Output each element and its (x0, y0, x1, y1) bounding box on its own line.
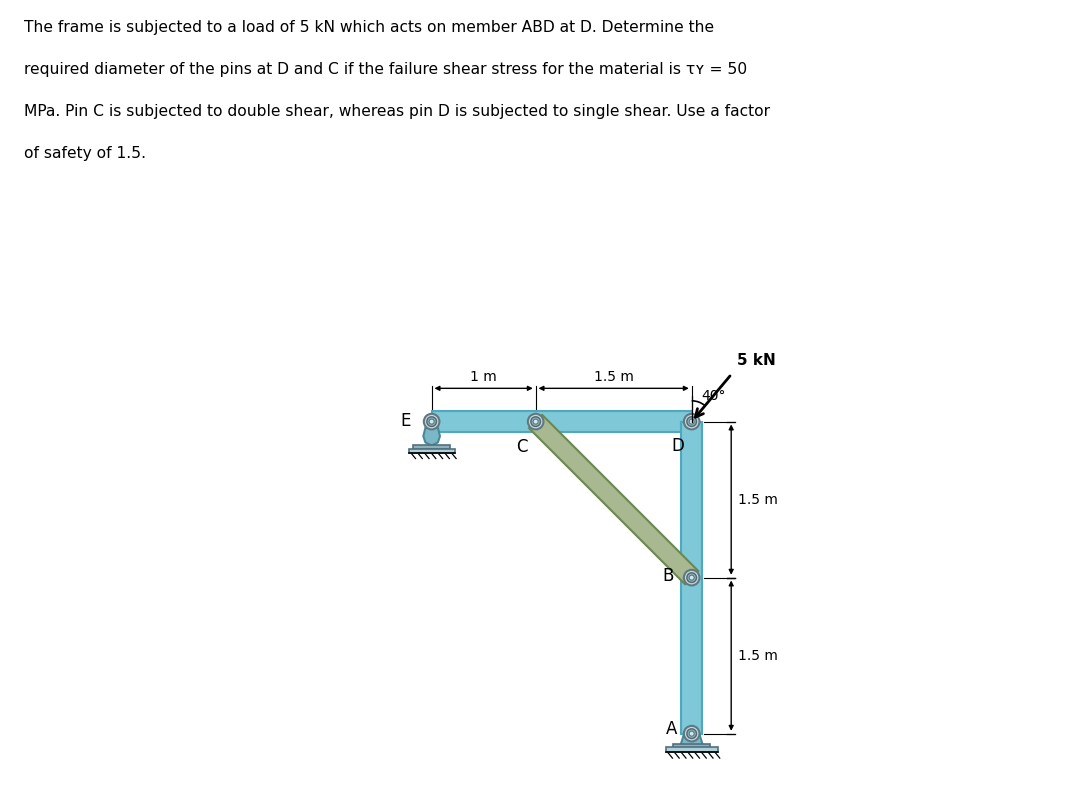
Polygon shape (681, 421, 702, 734)
Text: 5 kN: 5 kN (737, 353, 776, 367)
Text: of safety of 1.5.: of safety of 1.5. (24, 146, 145, 161)
Circle shape (684, 725, 699, 742)
Circle shape (684, 570, 699, 585)
Text: The frame is subjected to a load of 5 kN which acts on member ABD at D. Determin: The frame is subjected to a load of 5 kN… (24, 20, 714, 36)
Circle shape (687, 416, 697, 426)
Circle shape (690, 731, 694, 736)
Polygon shape (529, 415, 698, 584)
Bar (673, 743, 711, 748)
Circle shape (427, 416, 436, 426)
Polygon shape (432, 412, 692, 432)
Circle shape (687, 573, 697, 583)
Circle shape (533, 419, 538, 424)
Text: 1.5 m: 1.5 m (739, 492, 778, 507)
Text: C: C (516, 438, 528, 456)
Text: required diameter of the pins at D and C if the failure shear stress for the mat: required diameter of the pins at D and C… (24, 62, 746, 77)
Text: 1.5 m: 1.5 m (739, 649, 778, 663)
Circle shape (531, 416, 541, 426)
Text: D: D (671, 437, 684, 455)
Circle shape (687, 729, 697, 738)
Text: 1 m: 1 m (470, 370, 497, 383)
Bar (413, 445, 450, 449)
Circle shape (429, 419, 434, 424)
Text: E: E (401, 412, 410, 429)
Circle shape (690, 575, 694, 580)
Circle shape (423, 414, 439, 429)
Text: A: A (666, 721, 677, 738)
Circle shape (528, 414, 543, 429)
Bar (408, 449, 454, 453)
Polygon shape (423, 428, 440, 445)
Circle shape (690, 419, 694, 424)
Text: 1.5 m: 1.5 m (593, 370, 634, 383)
Text: B: B (663, 567, 673, 584)
Circle shape (684, 414, 699, 429)
Bar (666, 747, 717, 752)
Text: MPa. Pin C is subjected to double shear, whereas pin D is subjected to single sh: MPa. Pin C is subjected to double shear,… (24, 104, 770, 119)
Polygon shape (680, 733, 703, 746)
Text: 40°: 40° (701, 389, 726, 404)
